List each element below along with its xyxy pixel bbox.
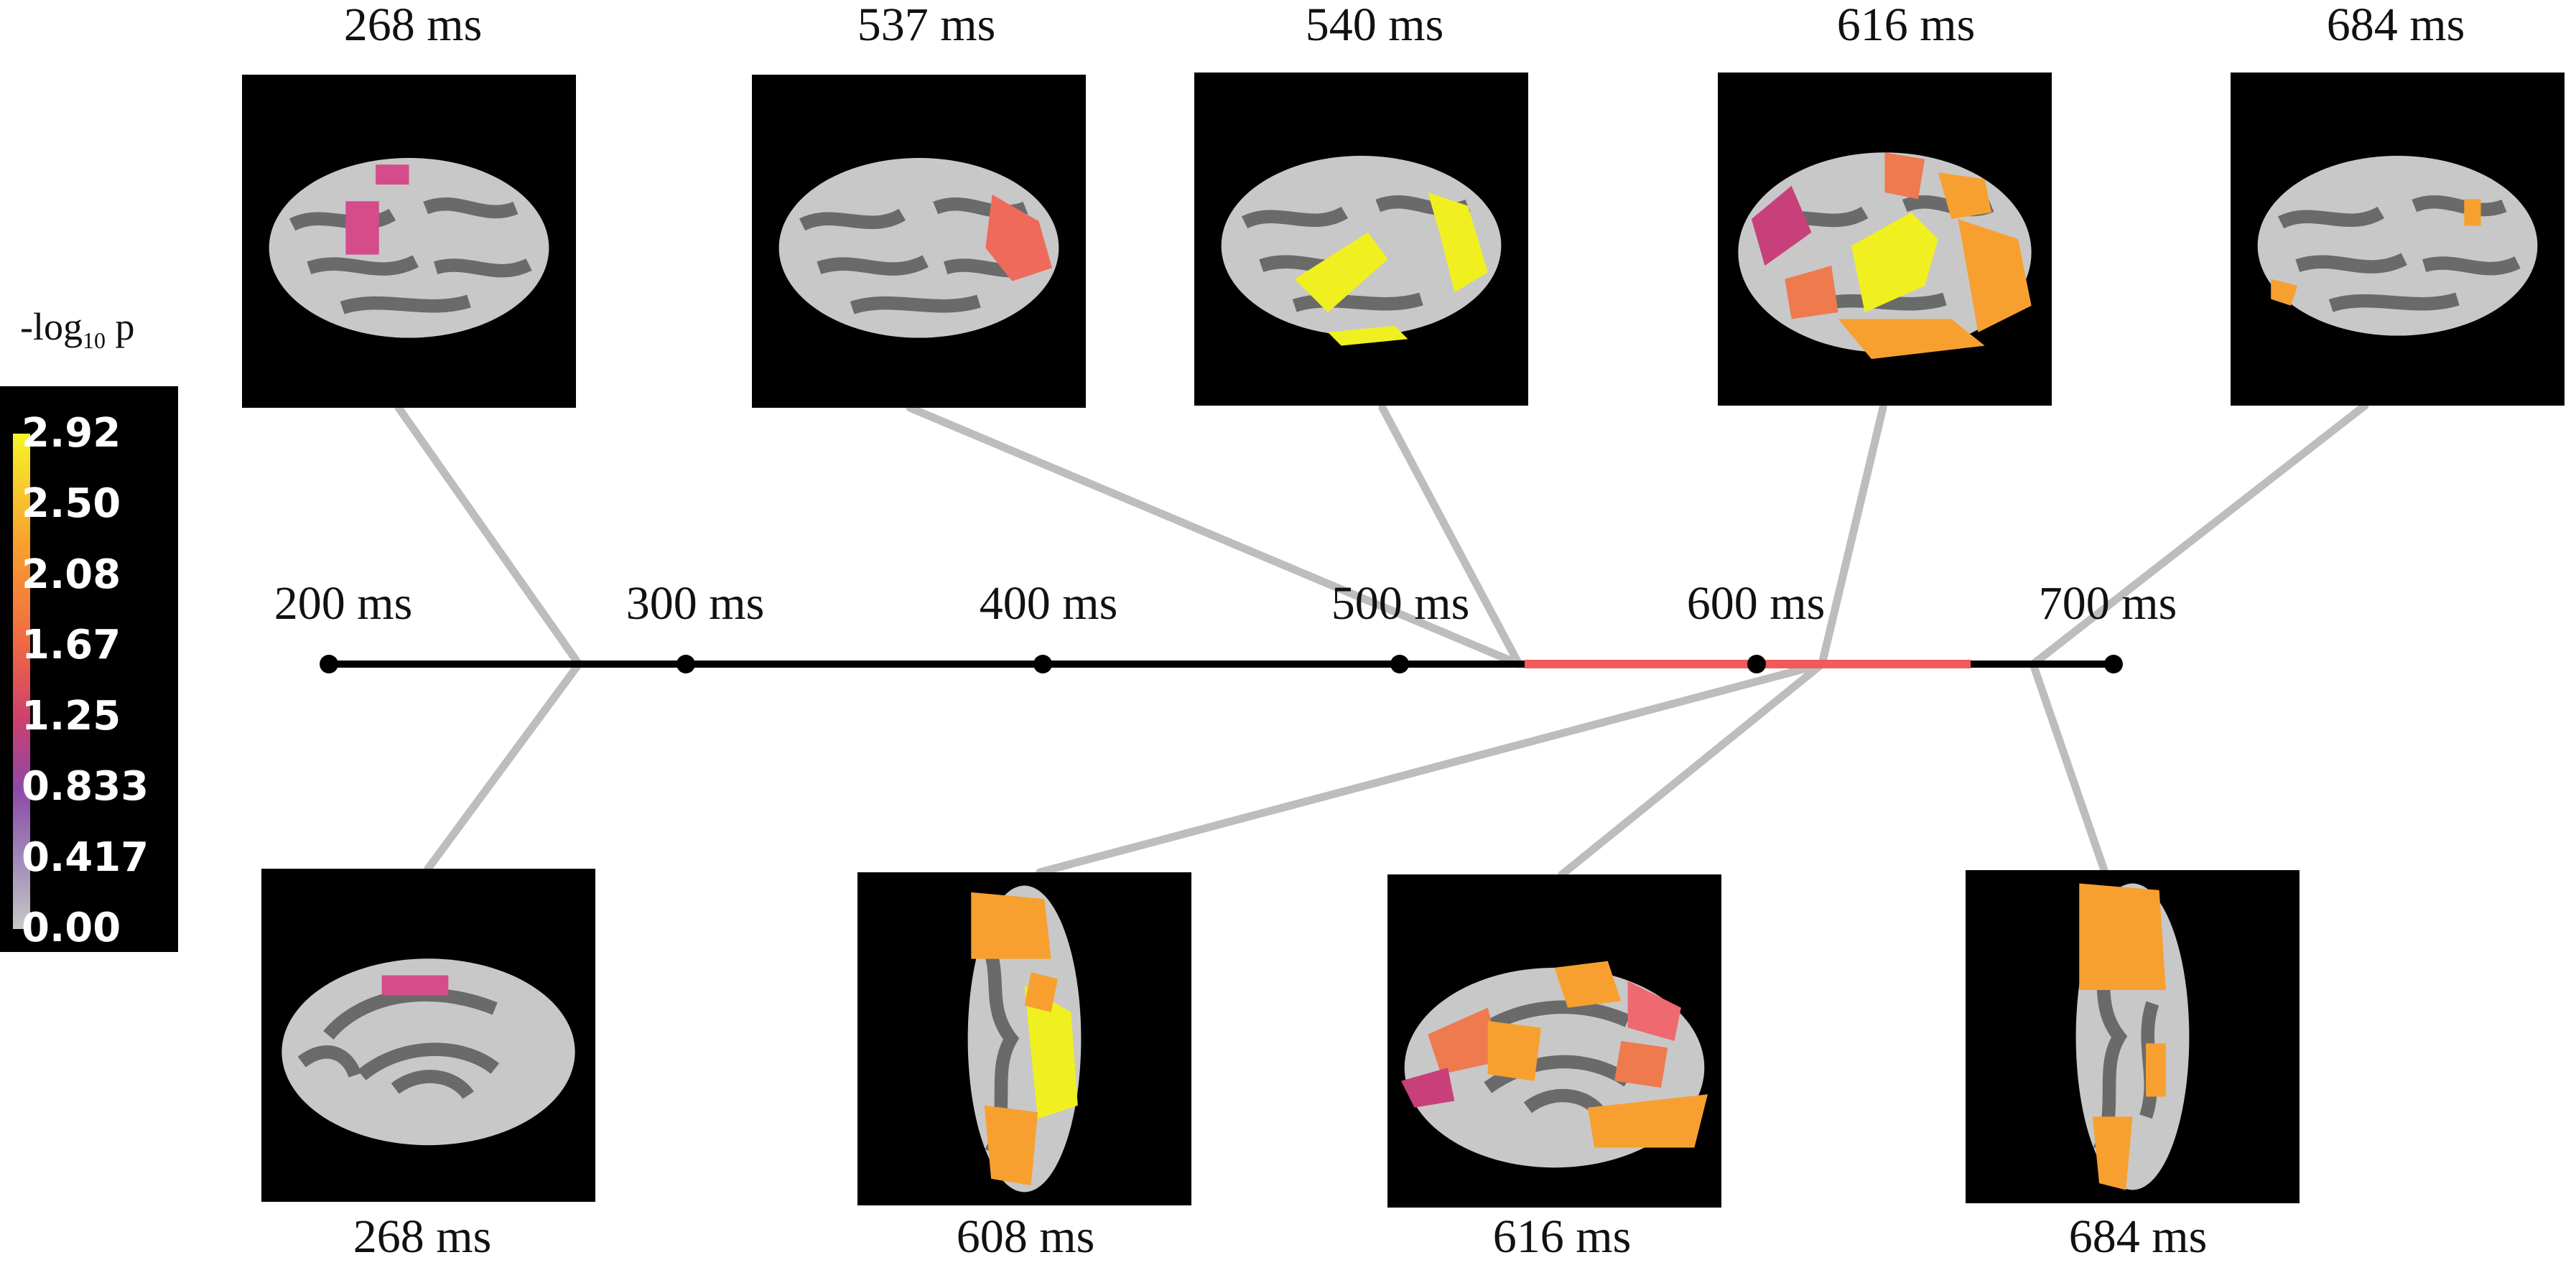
- bottom-panel-label-4: 684 ms: [2068, 1210, 2208, 1263]
- colorbar-tick-label: 0.00: [22, 905, 121, 951]
- timeline-label-400: 400 ms: [979, 577, 1118, 630]
- brain-medial-image: [282, 958, 575, 1146]
- connector-bottom-608: [1036, 660, 1826, 877]
- brain-panel-top-540: [1194, 73, 1528, 406]
- timeline-tick-dot: [1390, 655, 1409, 673]
- connector-top-537: [906, 403, 1523, 668]
- brain-lateral-image: [1738, 152, 2032, 360]
- colorbar-tick-label: 2.92: [22, 410, 121, 457]
- colorbar-gradient: [13, 434, 30, 929]
- top-panel-label-3: 540 ms: [1305, 0, 1444, 51]
- bottom-panel-label-1: 268 ms: [353, 1210, 492, 1263]
- brain-panel-top-684: [2231, 73, 2565, 406]
- brain-panel-bottom-684: [1966, 870, 2300, 1203]
- connector-top-684: [2029, 401, 2369, 668]
- brain-ventral-image: [2075, 883, 2190, 1190]
- brain-lateral-image: [778, 158, 1059, 338]
- timeline-tick-dot: [1033, 655, 1052, 673]
- connector-bottom-684: [2029, 660, 2108, 874]
- brain-panel-bottom-616: [1387, 874, 1721, 1208]
- brain-lateral-image: [1221, 156, 1502, 346]
- brain-ventral-image: [967, 885, 1082, 1192]
- brain-panel-top-268: [242, 75, 576, 408]
- connector-bottom-268: [424, 660, 583, 873]
- brain-panel-top-616: [1718, 73, 2052, 406]
- colorbar-title: -log10 p: [20, 305, 135, 353]
- colorbar: 2.92 2.50 2.08 1.67 1.25 0.833 0.417 0.0…: [0, 386, 178, 952]
- bottom-panel-label-2: 608 ms: [956, 1210, 1095, 1263]
- timeline-tick-dot: [676, 655, 695, 673]
- timeline-tick-dot: [2104, 655, 2123, 673]
- timeline-label-700: 700 ms: [2038, 577, 2177, 630]
- colorbar-tick-label: 2.50: [22, 480, 121, 527]
- colorbar-tick-label: 1.25: [22, 693, 121, 739]
- brain-panel-top-537: [752, 75, 1086, 408]
- colorbar-tick-label: 1.67: [22, 622, 121, 668]
- brain-medial-image: [1401, 961, 1708, 1168]
- brain-panel-bottom-268: [261, 869, 595, 1202]
- connector-bottom-616: [1558, 660, 1826, 879]
- colorbar-tick-label: 0.833: [22, 763, 149, 810]
- top-panel-label-2: 537 ms: [857, 0, 996, 51]
- top-panel-label-4: 616 ms: [1836, 0, 1976, 51]
- connector-top-616: [1818, 403, 1887, 668]
- timeline-label-300: 300 ms: [626, 577, 765, 630]
- timeline-tick-dot: [1747, 655, 1766, 673]
- top-panel-label-1: 268 ms: [343, 0, 483, 51]
- top-panel-label-5: 684 ms: [2326, 0, 2465, 51]
- timeline-label-200: 200 ms: [274, 577, 413, 630]
- colorbar-tick-label: 0.417: [22, 834, 149, 881]
- timeline-tick-dot: [320, 655, 338, 673]
- connector-top-540: [1378, 403, 1523, 668]
- bottom-panel-label-3: 616 ms: [1492, 1210, 1632, 1263]
- brain-panel-bottom-608: [857, 872, 1191, 1205]
- brain-lateral-image: [269, 158, 549, 338]
- colorbar-tick-label: 2.08: [22, 551, 121, 598]
- timeline-label-600: 600 ms: [1686, 577, 1826, 630]
- connector-top-268: [394, 403, 583, 668]
- timeline-label-500: 500 ms: [1331, 577, 1470, 630]
- brain-lateral-image: [2257, 156, 2538, 336]
